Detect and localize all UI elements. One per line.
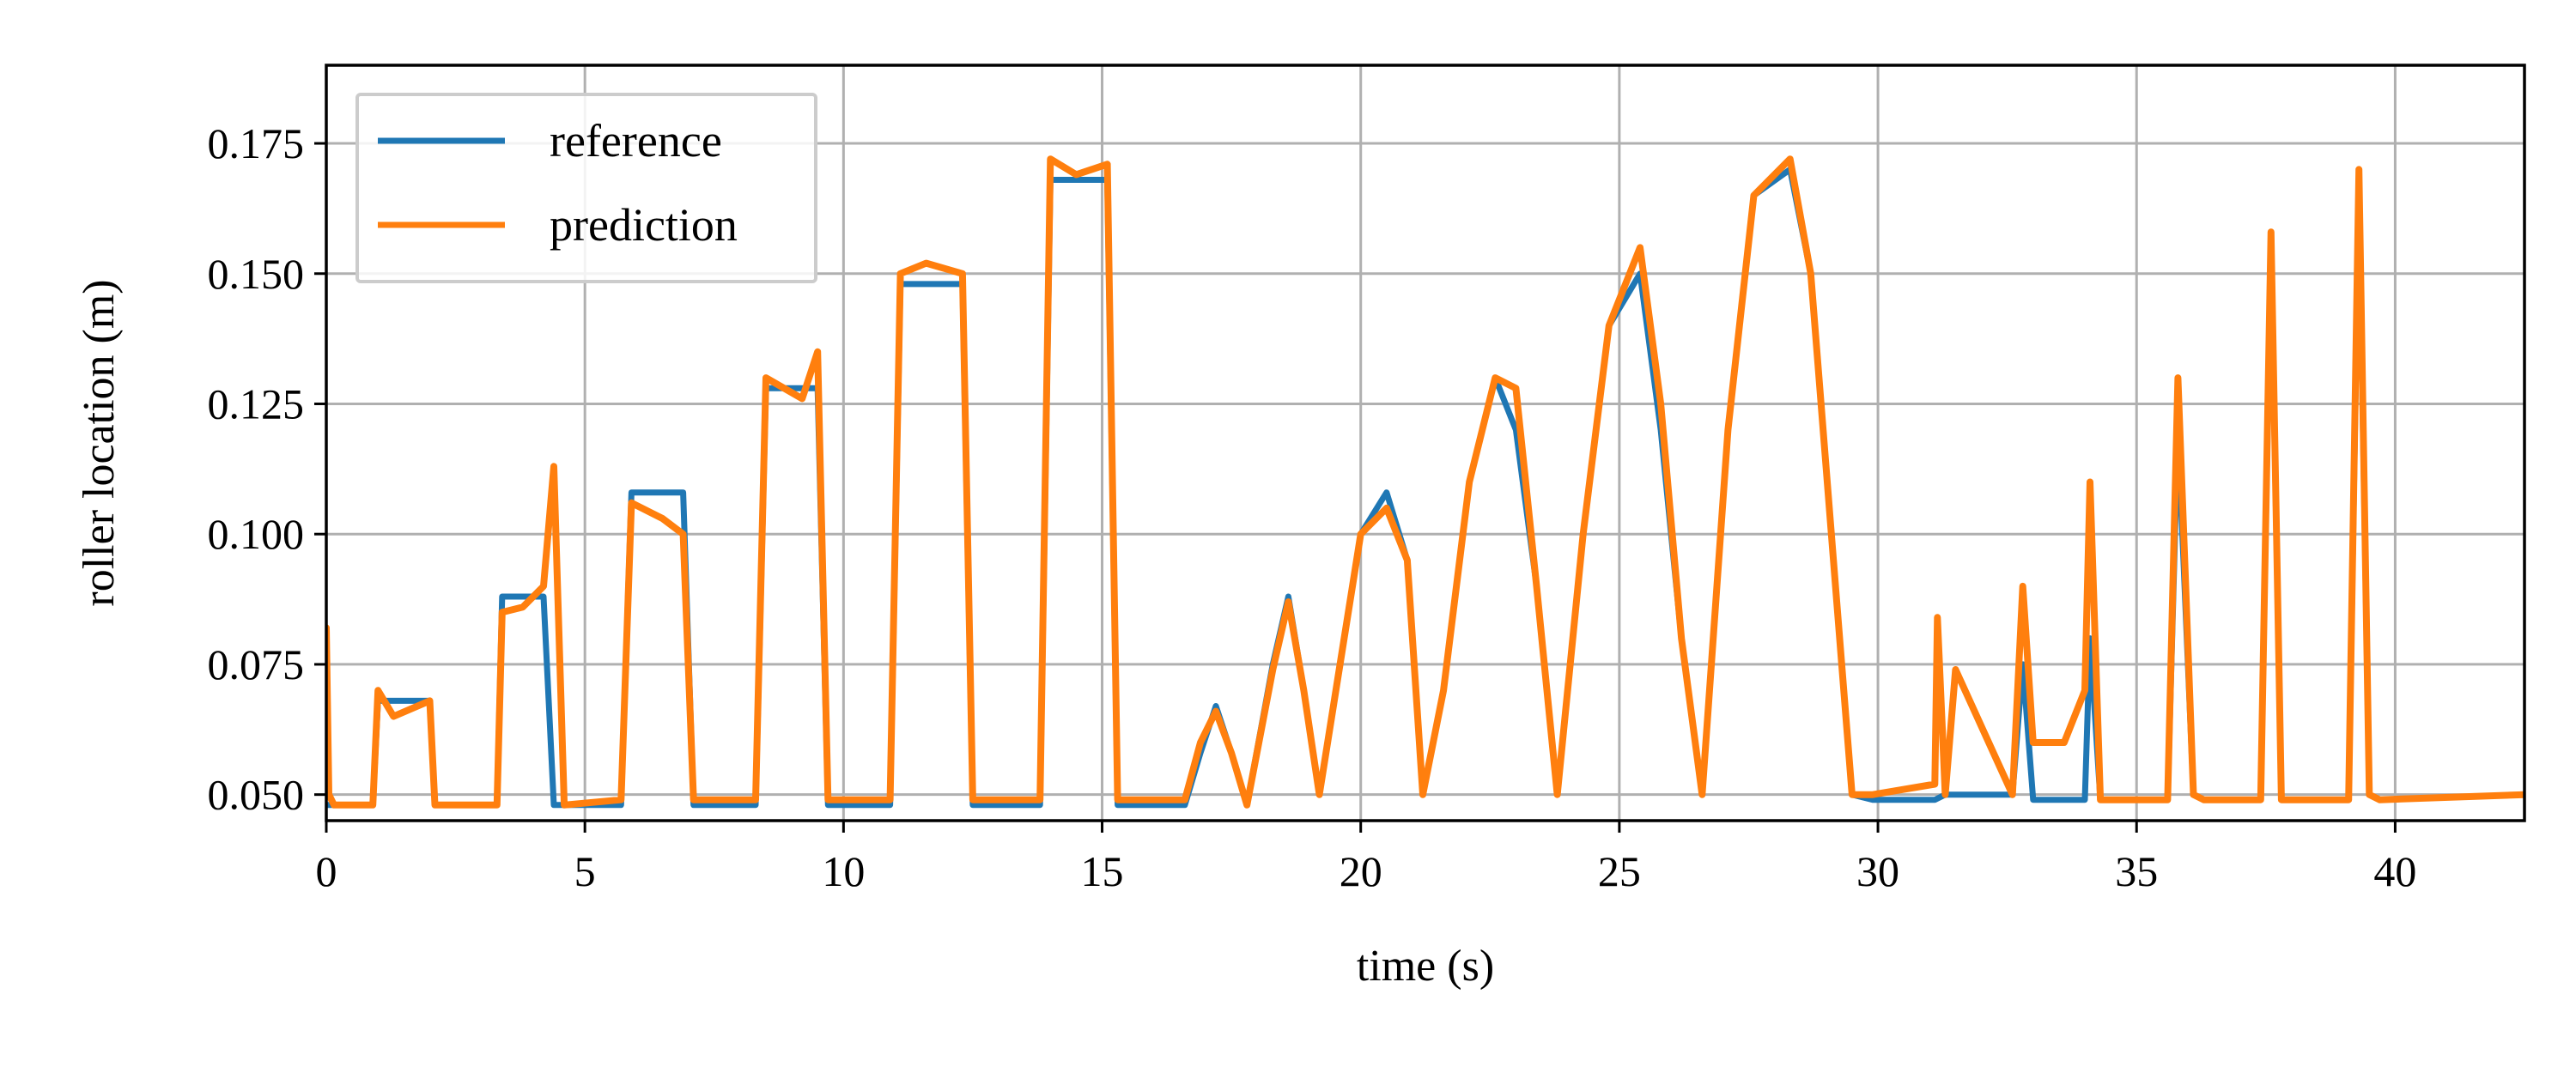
legend: reference prediction: [355, 93, 817, 283]
legend-label-reference: reference: [550, 115, 722, 167]
series-layer: [326, 155, 2524, 809]
x-tick-label: 25: [1598, 847, 1641, 895]
y-tick-label: 0.100: [208, 510, 305, 558]
y-tick-label: 0.050: [208, 771, 305, 819]
y-tick-label: 0.075: [208, 640, 305, 688]
x-tick-label: 5: [574, 847, 596, 895]
x-tick-label: 15: [1081, 847, 1124, 895]
y-axis: 0.050 0.075 0.100 0.125 0.150 0.175: [208, 119, 326, 819]
x-tick-label: 35: [2115, 847, 2158, 895]
x-tick-label: 30: [1856, 847, 1899, 895]
x-tick-label: 10: [822, 847, 865, 895]
x-tick-label: 0: [316, 847, 337, 895]
x-axis: 0 5 10 15 20 25 30 35 40: [316, 821, 2416, 895]
y-tick-label: 0.150: [208, 250, 305, 298]
x-axis-label: time (s): [1357, 942, 1494, 991]
x-tick-label: 40: [2373, 847, 2416, 895]
y-axis-label: roller location (m): [75, 279, 124, 606]
y-tick-label: 0.125: [208, 379, 305, 427]
series-line-prediction: [326, 155, 2524, 809]
legend-label-prediction: prediction: [550, 199, 738, 251]
y-tick-label: 0.175: [208, 119, 305, 167]
plot-frame: [325, 64, 2526, 822]
x-tick-label: 20: [1340, 847, 1382, 895]
